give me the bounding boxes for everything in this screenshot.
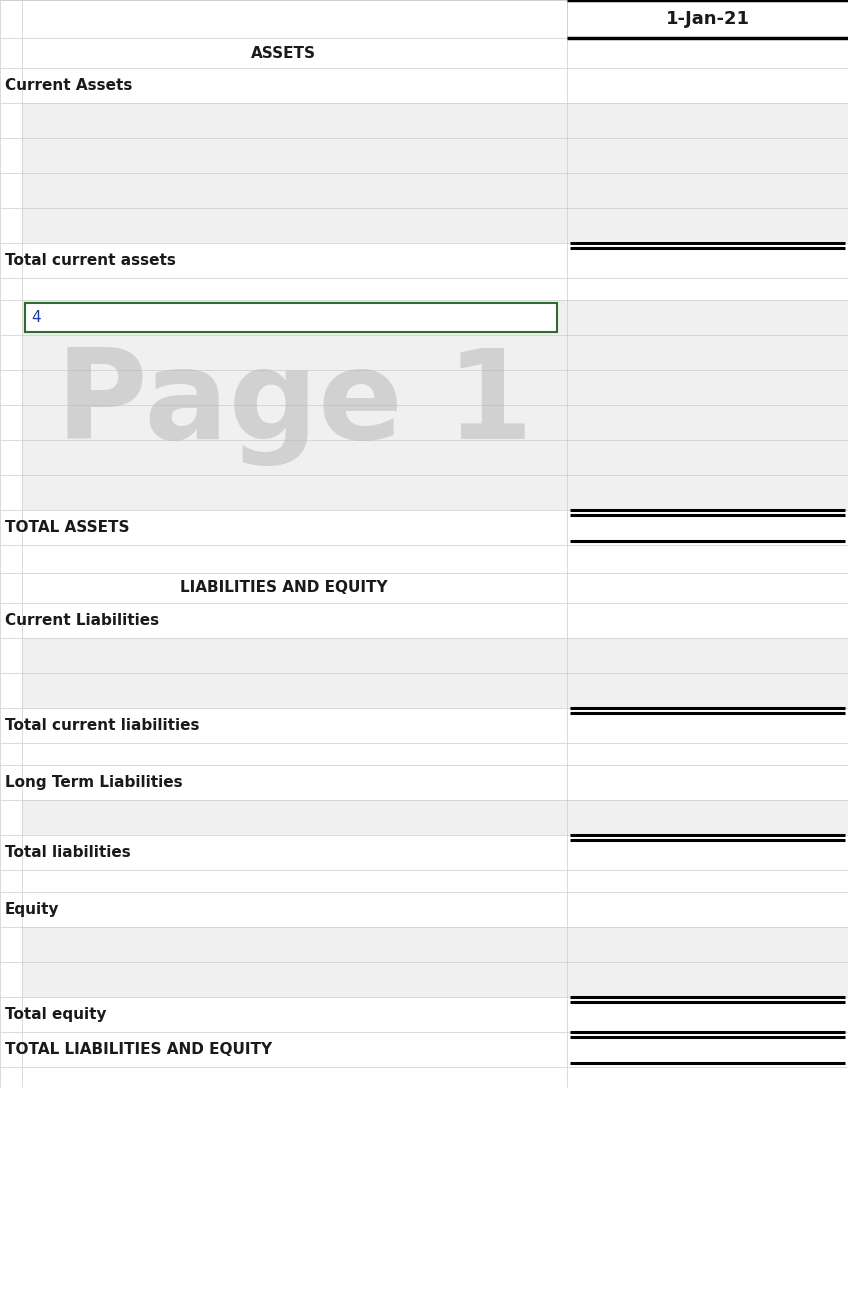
Bar xyxy=(22,173,848,208)
Text: TOTAL LIABILITIES AND EQUITY: TOTAL LIABILITIES AND EQUITY xyxy=(5,1042,272,1057)
Bar xyxy=(0,766,848,799)
Text: Current Liabilities: Current Liabilities xyxy=(5,613,159,628)
Bar xyxy=(0,573,848,603)
Bar xyxy=(25,303,557,332)
Bar xyxy=(0,510,848,546)
Bar xyxy=(0,279,848,299)
Text: Total equity: Total equity xyxy=(5,1006,107,1022)
Bar xyxy=(22,299,848,335)
Text: 1-Jan-21: 1-Jan-21 xyxy=(666,10,750,29)
Text: Total liabilities: Total liabilities xyxy=(5,845,131,861)
Text: ASSETS: ASSETS xyxy=(251,46,316,60)
Bar xyxy=(22,335,848,370)
Text: Current Assets: Current Assets xyxy=(5,78,132,92)
Text: LIABILITIES AND EQUITY: LIABILITIES AND EQUITY xyxy=(180,581,388,595)
Bar xyxy=(25,303,557,332)
Bar xyxy=(0,870,848,892)
Bar xyxy=(0,38,848,68)
Text: Total current assets: Total current assets xyxy=(5,253,176,268)
Bar xyxy=(0,1068,848,1087)
Bar xyxy=(0,546,848,573)
Bar xyxy=(22,673,848,708)
Bar xyxy=(22,799,848,835)
Text: Long Term Liabilities: Long Term Liabilities xyxy=(5,775,182,790)
Text: TOTAL ASSETS: TOTAL ASSETS xyxy=(5,519,130,535)
Bar xyxy=(0,708,848,743)
Text: Total current liabilities: Total current liabilities xyxy=(5,717,199,733)
Bar xyxy=(22,638,848,673)
Bar xyxy=(0,0,848,38)
Bar xyxy=(22,208,848,243)
Bar xyxy=(22,370,848,405)
Bar xyxy=(0,68,848,103)
Bar xyxy=(0,243,848,279)
Bar xyxy=(22,138,848,173)
Text: Page 1: Page 1 xyxy=(56,345,533,466)
Bar xyxy=(22,405,848,440)
Bar xyxy=(0,892,848,927)
Text: 4: 4 xyxy=(31,310,41,326)
Bar xyxy=(0,743,848,766)
Bar xyxy=(22,103,848,138)
Bar xyxy=(22,475,848,510)
Bar xyxy=(0,603,848,638)
Bar xyxy=(22,927,848,962)
Bar xyxy=(22,440,848,475)
Bar xyxy=(0,1032,848,1068)
Text: Equity: Equity xyxy=(5,902,59,917)
Bar xyxy=(22,962,848,997)
Bar xyxy=(0,835,848,870)
Bar xyxy=(0,997,848,1032)
